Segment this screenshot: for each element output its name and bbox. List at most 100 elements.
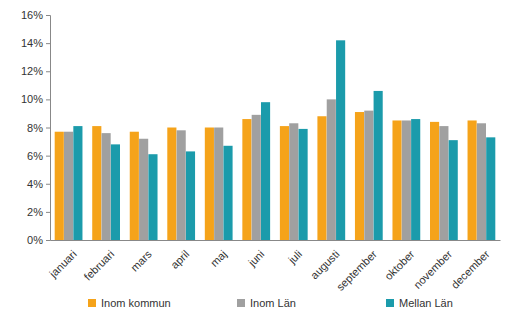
tick-label: 10% xyxy=(21,93,43,105)
bar xyxy=(205,128,214,241)
tick-label: augusti xyxy=(308,248,342,282)
tick-mark xyxy=(46,156,50,157)
bar xyxy=(299,129,308,240)
legend-label: Mellan Län xyxy=(399,297,453,309)
bar xyxy=(148,154,157,240)
bar xyxy=(261,102,270,240)
tick: 2% xyxy=(27,206,50,218)
bar xyxy=(402,120,411,240)
bar xyxy=(252,115,261,240)
bar xyxy=(486,137,495,240)
bar-series xyxy=(73,40,495,240)
bar xyxy=(139,139,148,240)
tick: 0% xyxy=(27,234,50,246)
bar xyxy=(430,122,439,240)
bar xyxy=(439,126,448,240)
bar xyxy=(186,151,195,240)
tick-label: november xyxy=(411,248,454,291)
bar xyxy=(374,91,383,240)
bar xyxy=(223,146,232,240)
tick-mark xyxy=(46,71,50,72)
tick: 10% xyxy=(21,93,50,105)
tick: februari xyxy=(82,240,117,283)
legend-swatch xyxy=(88,299,96,307)
tick-label: 0% xyxy=(27,234,43,246)
tick: 4% xyxy=(27,178,50,190)
tick: juli xyxy=(285,240,304,266)
tick: augusti xyxy=(308,240,342,281)
tick: januari xyxy=(46,240,79,280)
tick-mark xyxy=(46,43,50,44)
legend-swatch xyxy=(237,299,245,307)
bar xyxy=(327,99,336,240)
tick-label: december xyxy=(449,248,492,291)
y-axis: 0% 2% 4% 6% 8% 10% 12% 14% 16% xyxy=(21,9,51,246)
legend-label: Inom kommun xyxy=(101,297,171,309)
bar xyxy=(55,132,64,240)
legend-item: Mellan Län xyxy=(386,297,453,309)
tick-mark xyxy=(46,15,50,16)
tick: oktober xyxy=(382,240,417,282)
bar xyxy=(468,120,477,240)
axis-line xyxy=(46,16,51,241)
tick-label: 4% xyxy=(27,178,43,190)
tick: december xyxy=(449,240,492,291)
legend-item: Inom kommun xyxy=(88,297,171,309)
tick: maj xyxy=(208,240,229,269)
plot: 0% 2% 4% 6% 8% 10% 12% 14% 16% januarifebruari mar… xyxy=(21,9,501,293)
tick: november xyxy=(411,240,454,291)
tick: 6% xyxy=(27,150,50,162)
tick-mark xyxy=(46,212,50,213)
tick: 8% xyxy=(27,122,50,134)
bar xyxy=(477,123,486,240)
tick-mark xyxy=(46,240,50,241)
bar xyxy=(73,126,82,240)
tick-label: oktober xyxy=(382,248,417,283)
bar xyxy=(177,130,186,240)
x-axis: januarifebruari mars april majjuni juliaugus… xyxy=(46,240,500,293)
tick: 16% xyxy=(21,9,50,21)
legend-swatch xyxy=(386,299,394,307)
tick-label: 12% xyxy=(21,65,43,77)
tick-mark xyxy=(46,99,50,100)
tick-label: juni xyxy=(245,248,266,269)
tick-label: 16% xyxy=(21,9,43,21)
tick-label: maj xyxy=(208,248,229,269)
bar xyxy=(64,132,73,240)
tick: 12% xyxy=(21,65,50,77)
bar xyxy=(214,128,223,241)
bar xyxy=(167,128,176,241)
bar xyxy=(355,112,364,240)
tick-label: januari xyxy=(46,248,79,281)
bar xyxy=(364,111,373,240)
tick-label: mars xyxy=(128,247,154,273)
bar xyxy=(102,133,111,240)
tick-label: 2% xyxy=(27,206,43,218)
bar xyxy=(130,132,139,240)
bar xyxy=(92,126,101,240)
chart: 0% 2% 4% 6% 8% 10% 12% 14% 16% januarifebruari mar… xyxy=(0,0,507,321)
tick-label: april xyxy=(168,248,191,271)
bar xyxy=(449,140,458,240)
bar-series xyxy=(64,99,486,240)
bar xyxy=(242,119,251,240)
tick-label: september xyxy=(334,248,379,293)
axis-line xyxy=(51,240,501,241)
bar xyxy=(411,119,420,240)
tick-mark xyxy=(46,128,50,129)
bar xyxy=(336,40,345,240)
legend-label: Inom Län xyxy=(250,297,296,309)
tick-label: 8% xyxy=(27,122,43,134)
tick: mars xyxy=(128,240,154,274)
bar xyxy=(289,123,298,240)
bar xyxy=(392,120,401,240)
tick: september xyxy=(334,240,379,293)
legend: Inom kommun Inom Län Mellan Län xyxy=(88,297,453,309)
tick-label: februari xyxy=(82,248,117,283)
tick: juni xyxy=(245,240,266,269)
bars xyxy=(55,40,496,240)
tick-label: 14% xyxy=(21,37,43,49)
bar xyxy=(280,126,289,240)
tick: 14% xyxy=(21,37,50,49)
tick-label: 6% xyxy=(27,150,43,162)
